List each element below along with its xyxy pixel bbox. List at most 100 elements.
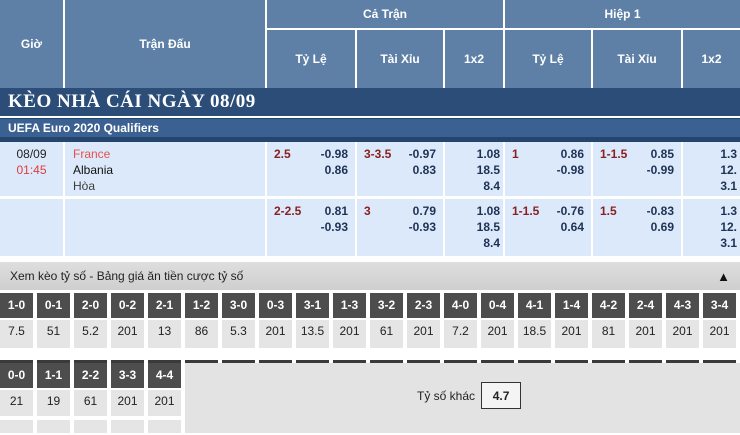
ft-1x2-away-odd[interactable]: 18.5 xyxy=(476,163,500,177)
score-label[interactable]: 2-4 xyxy=(629,293,662,318)
score-label[interactable]: 2-1 xyxy=(148,293,181,318)
ft-over-odd[interactable]: -0.97 xyxy=(408,147,436,161)
h1-handicap-odd-away[interactable]: -0.98 xyxy=(556,163,584,177)
score-column: 2-2 61 xyxy=(74,360,107,433)
score-label[interactable]: 1-1 xyxy=(37,363,70,388)
score-odd[interactable]: 86 xyxy=(185,320,218,348)
collapse-arrow-icon[interactable]: ▲ xyxy=(717,268,730,284)
score-label[interactable]: 0-4 xyxy=(481,293,514,318)
score-odd[interactable]: 13.5 xyxy=(296,320,329,348)
score-odd[interactable]: 13 xyxy=(148,320,181,348)
h1-handicap-odd-away[interactable]: 0.64 xyxy=(560,220,584,234)
other-score-odd[interactable]: 4.7 xyxy=(481,382,522,409)
score-label[interactable]: 4-3 xyxy=(666,293,699,318)
score-odd[interactable]: 201 xyxy=(259,320,292,348)
score-label[interactable]: 2-3 xyxy=(407,293,440,318)
ft-handicap-odd-away[interactable]: 0.86 xyxy=(324,163,348,177)
h1-under-odd[interactable]: 0.69 xyxy=(650,220,674,234)
score-odd[interactable]: 61 xyxy=(370,320,403,348)
h1-handicap-cell: 1 0.86 -0.98 xyxy=(505,142,593,196)
score-odd[interactable]: 201 xyxy=(555,320,588,348)
score-label[interactable]: 4-1 xyxy=(518,293,551,318)
league-header[interactable]: UEFA Euro 2020 Qualifiers xyxy=(0,118,740,142)
score-label[interactable]: 3-0 xyxy=(222,293,255,318)
score-column: 4-2 81 xyxy=(592,293,625,348)
h1-1x2-away-odd[interactable]: 12. xyxy=(720,163,737,177)
score-odd[interactable]: 201 xyxy=(111,390,144,416)
ft-1x2-home-odd[interactable]: 1.08 xyxy=(476,204,500,218)
score-odd[interactable]: 201 xyxy=(333,320,366,348)
score-odd[interactable]: 201 xyxy=(703,320,736,348)
score-odd[interactable]: 201 xyxy=(666,320,699,348)
score-odd[interactable]: 201 xyxy=(148,390,181,416)
score-odd[interactable]: 18.5 xyxy=(518,320,551,348)
score-odd[interactable]: 5.2 xyxy=(74,320,107,348)
score-column: 3-2 61 xyxy=(370,293,403,348)
score-odd[interactable]: 51 xyxy=(37,320,70,348)
score-label[interactable]: 4-0 xyxy=(444,293,477,318)
score-column: 0-1 51 xyxy=(37,293,70,348)
h1-1x2-draw-odd[interactable]: 3.1 xyxy=(720,236,737,250)
score-label[interactable]: 0-3 xyxy=(259,293,292,318)
score-odd[interactable]: 7.5 xyxy=(0,320,33,348)
cell-filler xyxy=(148,420,181,433)
h1-over-odd[interactable]: 0.85 xyxy=(650,147,674,161)
ft-over-under-line: 3-3.5 xyxy=(364,147,392,161)
score-label[interactable]: 2-0 xyxy=(74,293,107,318)
ft-handicap-odd-home[interactable]: -0.98 xyxy=(320,147,348,161)
ft-1x2-draw-odd[interactable]: 8.4 xyxy=(483,236,500,250)
score-label[interactable]: 1-2 xyxy=(185,293,218,318)
score-odd[interactable]: 5.3 xyxy=(222,320,255,348)
score-odd[interactable]: 201 xyxy=(629,320,662,348)
score-label[interactable]: 0-2 xyxy=(111,293,144,318)
h1-handicap-odd-home[interactable]: 0.86 xyxy=(560,147,584,161)
score-odd[interactable]: 21 xyxy=(0,390,33,416)
score-label[interactable]: 0-1 xyxy=(37,293,70,318)
score-odd[interactable]: 201 xyxy=(407,320,440,348)
group-label-full-time: Cả Trận xyxy=(267,0,503,30)
ft-handicap-line: 2-2.5 xyxy=(274,204,302,218)
score-label[interactable]: 1-4 xyxy=(555,293,588,318)
h1-1x2-home-odd[interactable]: 1.3 xyxy=(720,204,737,218)
column-header-h1-over-under: Tài Xỉu xyxy=(593,30,683,88)
score-label[interactable]: 1-0 xyxy=(0,293,33,318)
score-odd[interactable]: 201 xyxy=(481,320,514,348)
score-odd[interactable]: 19 xyxy=(37,390,70,416)
away-team-name[interactable]: Albania xyxy=(73,163,114,177)
score-label[interactable]: 3-1 xyxy=(296,293,329,318)
ft-handicap-odd-away[interactable]: -0.93 xyxy=(320,220,348,234)
home-team-name[interactable]: France xyxy=(73,147,111,161)
score-label[interactable]: 3-3 xyxy=(111,363,144,388)
score-column: 3-1 13.5 xyxy=(296,293,329,348)
cell-filler xyxy=(111,420,144,433)
ft-1x2-away-odd[interactable]: 18.5 xyxy=(476,220,500,234)
ft-under-odd[interactable]: 0.83 xyxy=(412,163,436,177)
other-score-label: Tỷ số khác xyxy=(417,388,476,403)
ft-handicap-odd-home[interactable]: 0.81 xyxy=(324,204,348,218)
score-label[interactable]: 4-4 xyxy=(148,363,181,388)
ft-1x2-home-odd[interactable]: 1.08 xyxy=(476,147,500,161)
score-label[interactable]: 3-4 xyxy=(703,293,736,318)
score-label[interactable]: 2-2 xyxy=(74,363,107,388)
score-odd[interactable]: 7.2 xyxy=(444,320,477,348)
draw-label: Hòa xyxy=(73,179,96,193)
h1-under-odd[interactable]: -0.99 xyxy=(646,163,674,177)
h1-1x2-home-odd[interactable]: 1.3 xyxy=(720,147,737,161)
score-odd[interactable]: 81 xyxy=(592,320,625,348)
ft-under-odd[interactable]: -0.93 xyxy=(408,220,436,234)
column-group-first-half: Hiệp 1 Tỷ Lệ Tài Xỉu 1x2 xyxy=(505,0,740,88)
score-odd[interactable]: 201 xyxy=(111,320,144,348)
score-odd[interactable]: 61 xyxy=(74,390,107,416)
h1-1x2-draw-odd[interactable]: 3.1 xyxy=(720,179,737,193)
score-label[interactable]: 0-0 xyxy=(0,363,33,388)
h1-over-odd[interactable]: -0.83 xyxy=(646,204,674,218)
score-label[interactable]: 3-2 xyxy=(370,293,403,318)
score-section-header[interactable]: Xem kèo tỷ số - Bảng giá ăn tiền cược tỷ… xyxy=(0,262,740,290)
h1-handicap-odd-home[interactable]: -0.76 xyxy=(556,204,584,218)
score-label[interactable]: 1-3 xyxy=(333,293,366,318)
score-label[interactable]: 4-2 xyxy=(592,293,625,318)
h1-handicap-line: 1 xyxy=(512,147,519,161)
ft-over-odd[interactable]: 0.79 xyxy=(412,204,436,218)
h1-1x2-away-odd[interactable]: 12. xyxy=(720,220,737,234)
ft-1x2-draw-odd[interactable]: 8.4 xyxy=(483,179,500,193)
